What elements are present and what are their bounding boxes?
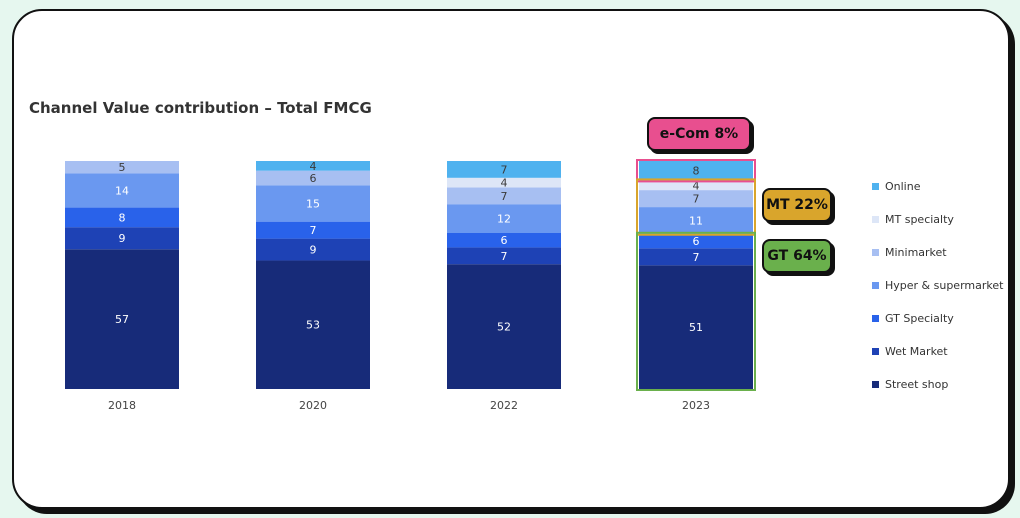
legend-item-gt-specialty: GT Specialty	[872, 310, 954, 326]
legend-swatch-wet-market	[872, 347, 879, 355]
bar-2018-gt-specialty	[65, 207, 179, 228]
badge-e-com-8: e-Com 8%	[647, 117, 751, 151]
legend-label-hyper-supermarket: Hyper & supermarket	[885, 278, 1004, 292]
data-label-2018-wet-market: 9	[119, 232, 126, 245]
legend-item-online: Online	[872, 178, 920, 194]
bar-2023-gt-specialty	[639, 233, 753, 249]
badge-mt-22: MT 22%	[762, 188, 832, 222]
annotation-outline-e-com-8	[636, 159, 756, 183]
data-label-2022-wet-market: 7	[501, 250, 508, 263]
bar-2022-minimarket	[447, 187, 561, 205]
bar-2022-mt-specialty	[447, 177, 561, 188]
bar-2022-street-shop	[447, 264, 561, 389]
legend-label-mt-specialty: MT specialty	[885, 212, 954, 226]
badge-gt-64: GT 64%	[762, 239, 832, 273]
data-label-2020-online: 4	[310, 160, 317, 173]
bar-2023-street-shop	[639, 265, 753, 389]
legend-swatch-gt-specialty	[872, 314, 879, 322]
data-label-2020-wet-market: 9	[310, 244, 317, 257]
x-tick-2023: 2023	[682, 399, 710, 412]
data-label-2023-street-shop: 51	[689, 321, 703, 334]
data-label-2023-gt-specialty: 6	[693, 235, 700, 248]
data-label-2023-wet-market: 7	[693, 251, 700, 264]
legend-label-minimarket: Minimarket	[885, 245, 947, 259]
data-label-2018-hyper-supermarket: 14	[115, 184, 129, 197]
bar-2023-online	[639, 161, 753, 181]
data-label-2018-minimarket: 5	[119, 161, 126, 174]
legend-item-wet-market: Wet Market	[872, 343, 948, 359]
x-tick-2018: 2018	[108, 399, 136, 412]
bar-2023-wet-market	[639, 248, 753, 266]
legend-swatch-online	[872, 182, 879, 190]
data-label-2023-mt-specialty: 4	[693, 179, 700, 192]
legend-item-street-shop: Street shop	[872, 376, 948, 392]
data-label-2020-street-shop: 53	[306, 319, 320, 332]
data-label-2023-minimarket: 7	[693, 193, 700, 206]
bar-2023-minimarket	[639, 190, 753, 208]
bar-2018-minimarket	[65, 161, 179, 174]
legend-item-hyper-supermarket: Hyper & supermarket	[872, 277, 1003, 293]
chart-title: Channel Value contribution – Total FMCG	[29, 99, 372, 117]
bar-2020-wet-market	[256, 238, 370, 261]
bar-2022-wet-market	[447, 247, 561, 265]
legend-swatch-mt-specialty	[872, 215, 879, 223]
data-label-2023-hyper-supermarket: 11	[689, 214, 703, 227]
bar-2018-street-shop	[65, 249, 179, 389]
x-tick-2022: 2022	[490, 399, 518, 412]
legend-swatch-minimarket	[872, 248, 879, 256]
legend-label-wet-market: Wet Market	[885, 344, 948, 358]
data-label-2022-gt-specialty: 6	[501, 234, 508, 247]
bar-2022-hyper-supermarket	[447, 204, 561, 233]
data-label-2022-street-shop: 52	[497, 321, 511, 334]
data-label-2022-hyper-supermarket: 12	[497, 213, 511, 226]
bar-2018-wet-market	[65, 227, 179, 250]
data-label-2020-minimarket: 6	[310, 172, 317, 185]
data-label-2022-minimarket: 7	[501, 190, 508, 203]
annotation-outline-mt-22	[636, 178, 756, 236]
bar-2020-hyper-supermarket	[256, 185, 370, 222]
data-label-2020-hyper-supermarket: 15	[306, 197, 320, 210]
legend-swatch-street-shop	[872, 380, 879, 388]
data-label-2018-street-shop: 57	[115, 313, 129, 326]
data-label-2022-mt-specialty: 4	[501, 177, 508, 190]
data-label-2022-online: 7	[501, 163, 508, 176]
legend-item-mt-specialty: MT specialty	[872, 211, 954, 227]
legend-label-street-shop: Street shop	[885, 377, 949, 391]
bar-2020-online	[256, 161, 370, 171]
bar-2020-gt-specialty	[256, 221, 370, 239]
bar-2023-hyper-supermarket	[639, 207, 753, 234]
bar-2023-mt-specialty	[639, 180, 753, 191]
bar-2022-gt-specialty	[447, 233, 561, 248]
legend-label-gt-specialty: GT Specialty	[885, 311, 954, 325]
legend-swatch-hyper-supermarket	[872, 281, 879, 289]
data-label-2020-gt-specialty: 7	[310, 224, 317, 237]
data-label-2023-online: 8	[693, 165, 700, 178]
x-tick-2020: 2020	[299, 399, 327, 412]
bar-2022-online	[447, 161, 561, 178]
legend-item-minimarket: Minimarket	[872, 244, 947, 260]
legend-label-online: Online	[885, 179, 921, 193]
bar-2018-hyper-supermarket	[65, 173, 179, 208]
annotation-outline-gt-64	[636, 231, 756, 391]
bar-2020-minimarket	[256, 170, 370, 186]
data-label-2018-gt-specialty: 8	[119, 211, 126, 224]
bar-2020-street-shop	[256, 260, 370, 389]
